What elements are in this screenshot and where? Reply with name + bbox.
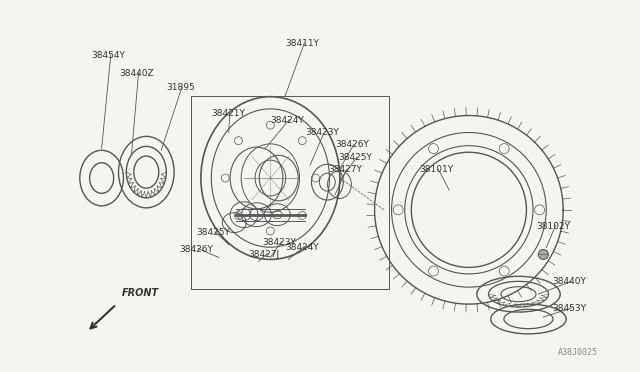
Text: 38102Y: 38102Y [536, 222, 570, 231]
Text: 38425Y: 38425Y [338, 153, 372, 162]
Text: 38440Y: 38440Y [552, 277, 586, 286]
Text: 38421Y: 38421Y [211, 109, 244, 118]
Text: 38424Y: 38424Y [285, 243, 319, 251]
Text: 38423Y: 38423Y [305, 128, 339, 137]
Text: FRONT: FRONT [122, 288, 159, 298]
Text: 38424Y: 38424Y [270, 116, 304, 125]
Text: 38101Y: 38101Y [419, 165, 453, 174]
Text: 38411Y: 38411Y [285, 39, 319, 48]
Text: 38425Y: 38425Y [196, 228, 230, 237]
Text: 38427Y: 38427Y [328, 165, 362, 174]
Text: 38423Y: 38423Y [262, 238, 296, 247]
Text: 38426Y: 38426Y [335, 140, 369, 149]
Text: A38J0025: A38J0025 [558, 348, 598, 357]
Text: 38453Y: 38453Y [552, 304, 586, 313]
Text: 38427J: 38427J [248, 250, 280, 259]
Text: 38426Y: 38426Y [179, 244, 213, 254]
Text: 38454Y: 38454Y [92, 51, 125, 60]
Text: 31895: 31895 [166, 83, 195, 92]
Text: 38440Z: 38440Z [120, 69, 154, 78]
Ellipse shape [538, 250, 548, 259]
